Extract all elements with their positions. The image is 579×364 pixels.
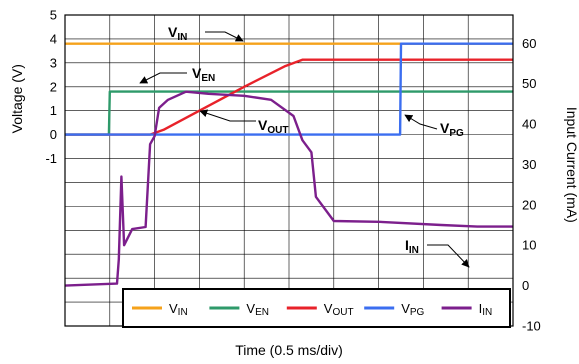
annotation-iin: IIN bbox=[405, 237, 419, 256]
left-axis-ticks: 5 4 3 2 1 0 -1 bbox=[45, 8, 57, 167]
legend: VIN VEN VOUT VPG IIN bbox=[122, 288, 511, 328]
left-tick-label: -1 bbox=[45, 151, 57, 166]
legend-label: VOUT bbox=[324, 301, 354, 318]
left-y-axis-label: Voltage (V) bbox=[9, 64, 25, 133]
legend-label: VIN bbox=[169, 301, 188, 318]
annotations: VIN VEN VOUT VPG IIN bbox=[139, 24, 470, 268]
annotation-arrow-vout bbox=[199, 109, 256, 122]
legend-label: IIN bbox=[479, 301, 493, 318]
annotation-vpg: VPG bbox=[440, 120, 464, 139]
right-tick-label: 30 bbox=[522, 157, 536, 172]
annotation-ven: VEN bbox=[192, 65, 215, 84]
right-tick-label: 40 bbox=[522, 117, 536, 132]
annotation-arrow-ven bbox=[139, 72, 187, 84]
right-tick-label: 60 bbox=[522, 36, 536, 51]
right-tick-label: 20 bbox=[522, 197, 536, 212]
annotation-vout: VOUT bbox=[258, 117, 288, 136]
right-tick-label: 50 bbox=[522, 76, 536, 91]
series-line-vpg bbox=[65, 42, 513, 136]
grid bbox=[65, 15, 513, 326]
left-tick-label: 3 bbox=[50, 55, 57, 70]
left-tick-label: 4 bbox=[50, 31, 57, 46]
left-tick-label: 0 bbox=[50, 127, 57, 142]
annotation-arrow-vpg bbox=[404, 114, 438, 130]
annotation-vin: VIN bbox=[168, 24, 187, 43]
right-axis-ticks: 60 50 40 30 20 10 0 -10 bbox=[522, 36, 541, 334]
series-line-iin bbox=[64, 90, 513, 287]
left-tick-label: 5 bbox=[50, 8, 57, 23]
right-tick-label: -10 bbox=[522, 319, 541, 334]
right-tick-label: 10 bbox=[522, 238, 536, 253]
right-y-axis-label: Input Current (mA) bbox=[564, 107, 579, 223]
right-tick-label: 0 bbox=[522, 278, 529, 293]
left-tick-label: 2 bbox=[50, 79, 57, 94]
annotation-arrow-iin bbox=[427, 244, 470, 268]
annotation-arrow-vin bbox=[205, 31, 244, 42]
x-axis-label: Time (0.5 ms/div) bbox=[235, 342, 343, 358]
left-tick-label: 1 bbox=[50, 103, 57, 118]
legend-label: VEN bbox=[246, 301, 269, 318]
legend-label: VPG bbox=[401, 301, 424, 318]
series-lines bbox=[64, 42, 513, 287]
